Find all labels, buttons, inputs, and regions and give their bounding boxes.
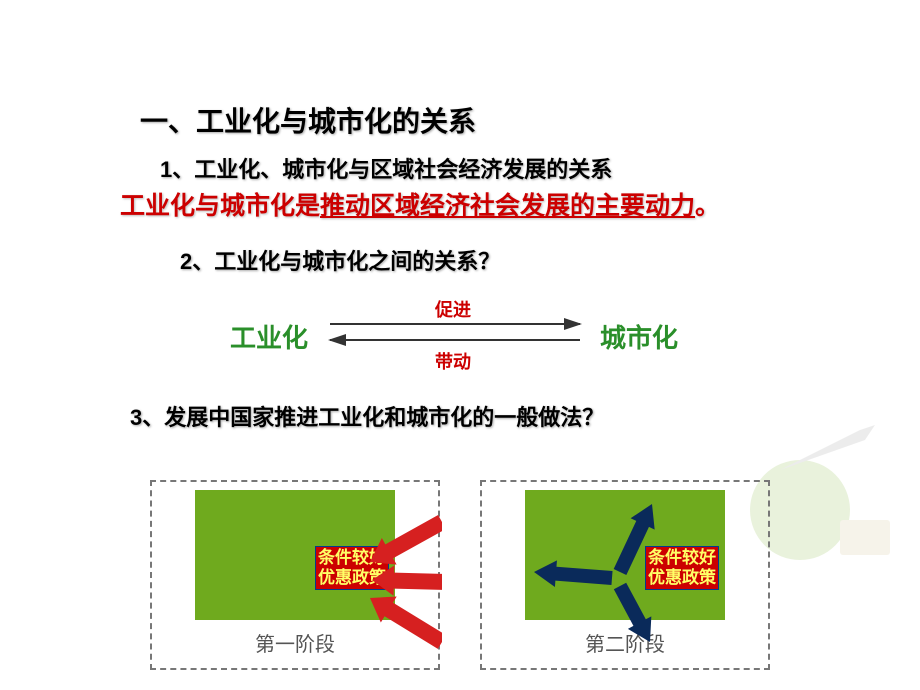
subtitle-2: 2、工业化与城市化之间的关系？ xyxy=(180,244,880,276)
phase-1-badge: 条件较好 优惠政策 xyxy=(315,546,389,590)
urbanization-label: 城市化 xyxy=(600,318,678,355)
industrialization-label: 工业化 xyxy=(230,318,308,355)
drive-label: 带动 xyxy=(435,348,471,374)
subtitle-1: 1、工业化、城市化与区域社会经济发展的关系 xyxy=(160,152,880,184)
phase-2-region: 条件较好 优惠政策 xyxy=(525,490,725,620)
badge-line-2: 优惠政策 xyxy=(318,568,386,587)
subtitle-3: 3、发展中国家推进工业化和城市化的一般做法？ xyxy=(130,400,880,432)
key-statement-b: 推动区域经济社会发展的主要动力 xyxy=(320,192,695,220)
promote-label: 促进 xyxy=(435,296,471,322)
phase-1-box: 条件较好 优惠政策 第一阶段 xyxy=(150,480,440,670)
key-statement: 工业化与城市化是推动区域经济社会发展的主要动力。 xyxy=(120,186,880,222)
phase-2-badge: 条件较好 优惠政策 xyxy=(645,546,719,590)
phase-2-label: 第二阶段 xyxy=(482,628,768,657)
bidirectional-arrow-diagram: 工业化 城市化 促进 带动 xyxy=(40,290,880,380)
phase-1-label: 第一阶段 xyxy=(152,628,438,657)
badge-line-1b: 条件较好 xyxy=(648,548,716,567)
key-statement-a: 工业化与城市化是 xyxy=(120,192,320,220)
main-title: 一、工业化与城市化的关系 xyxy=(140,100,880,140)
phase-1-region: 条件较好 优惠政策 xyxy=(195,490,395,620)
key-statement-c: 。 xyxy=(695,192,720,220)
phase-diagrams: 条件较好 优惠政策 第一阶段 条件较好 优惠政策 第二阶段 xyxy=(40,480,880,670)
phase-2-box: 条件较好 优惠政策 第二阶段 xyxy=(480,480,770,670)
badge-line-1: 条件较好 xyxy=(318,548,386,567)
badge-line-2b: 优惠政策 xyxy=(648,568,716,587)
